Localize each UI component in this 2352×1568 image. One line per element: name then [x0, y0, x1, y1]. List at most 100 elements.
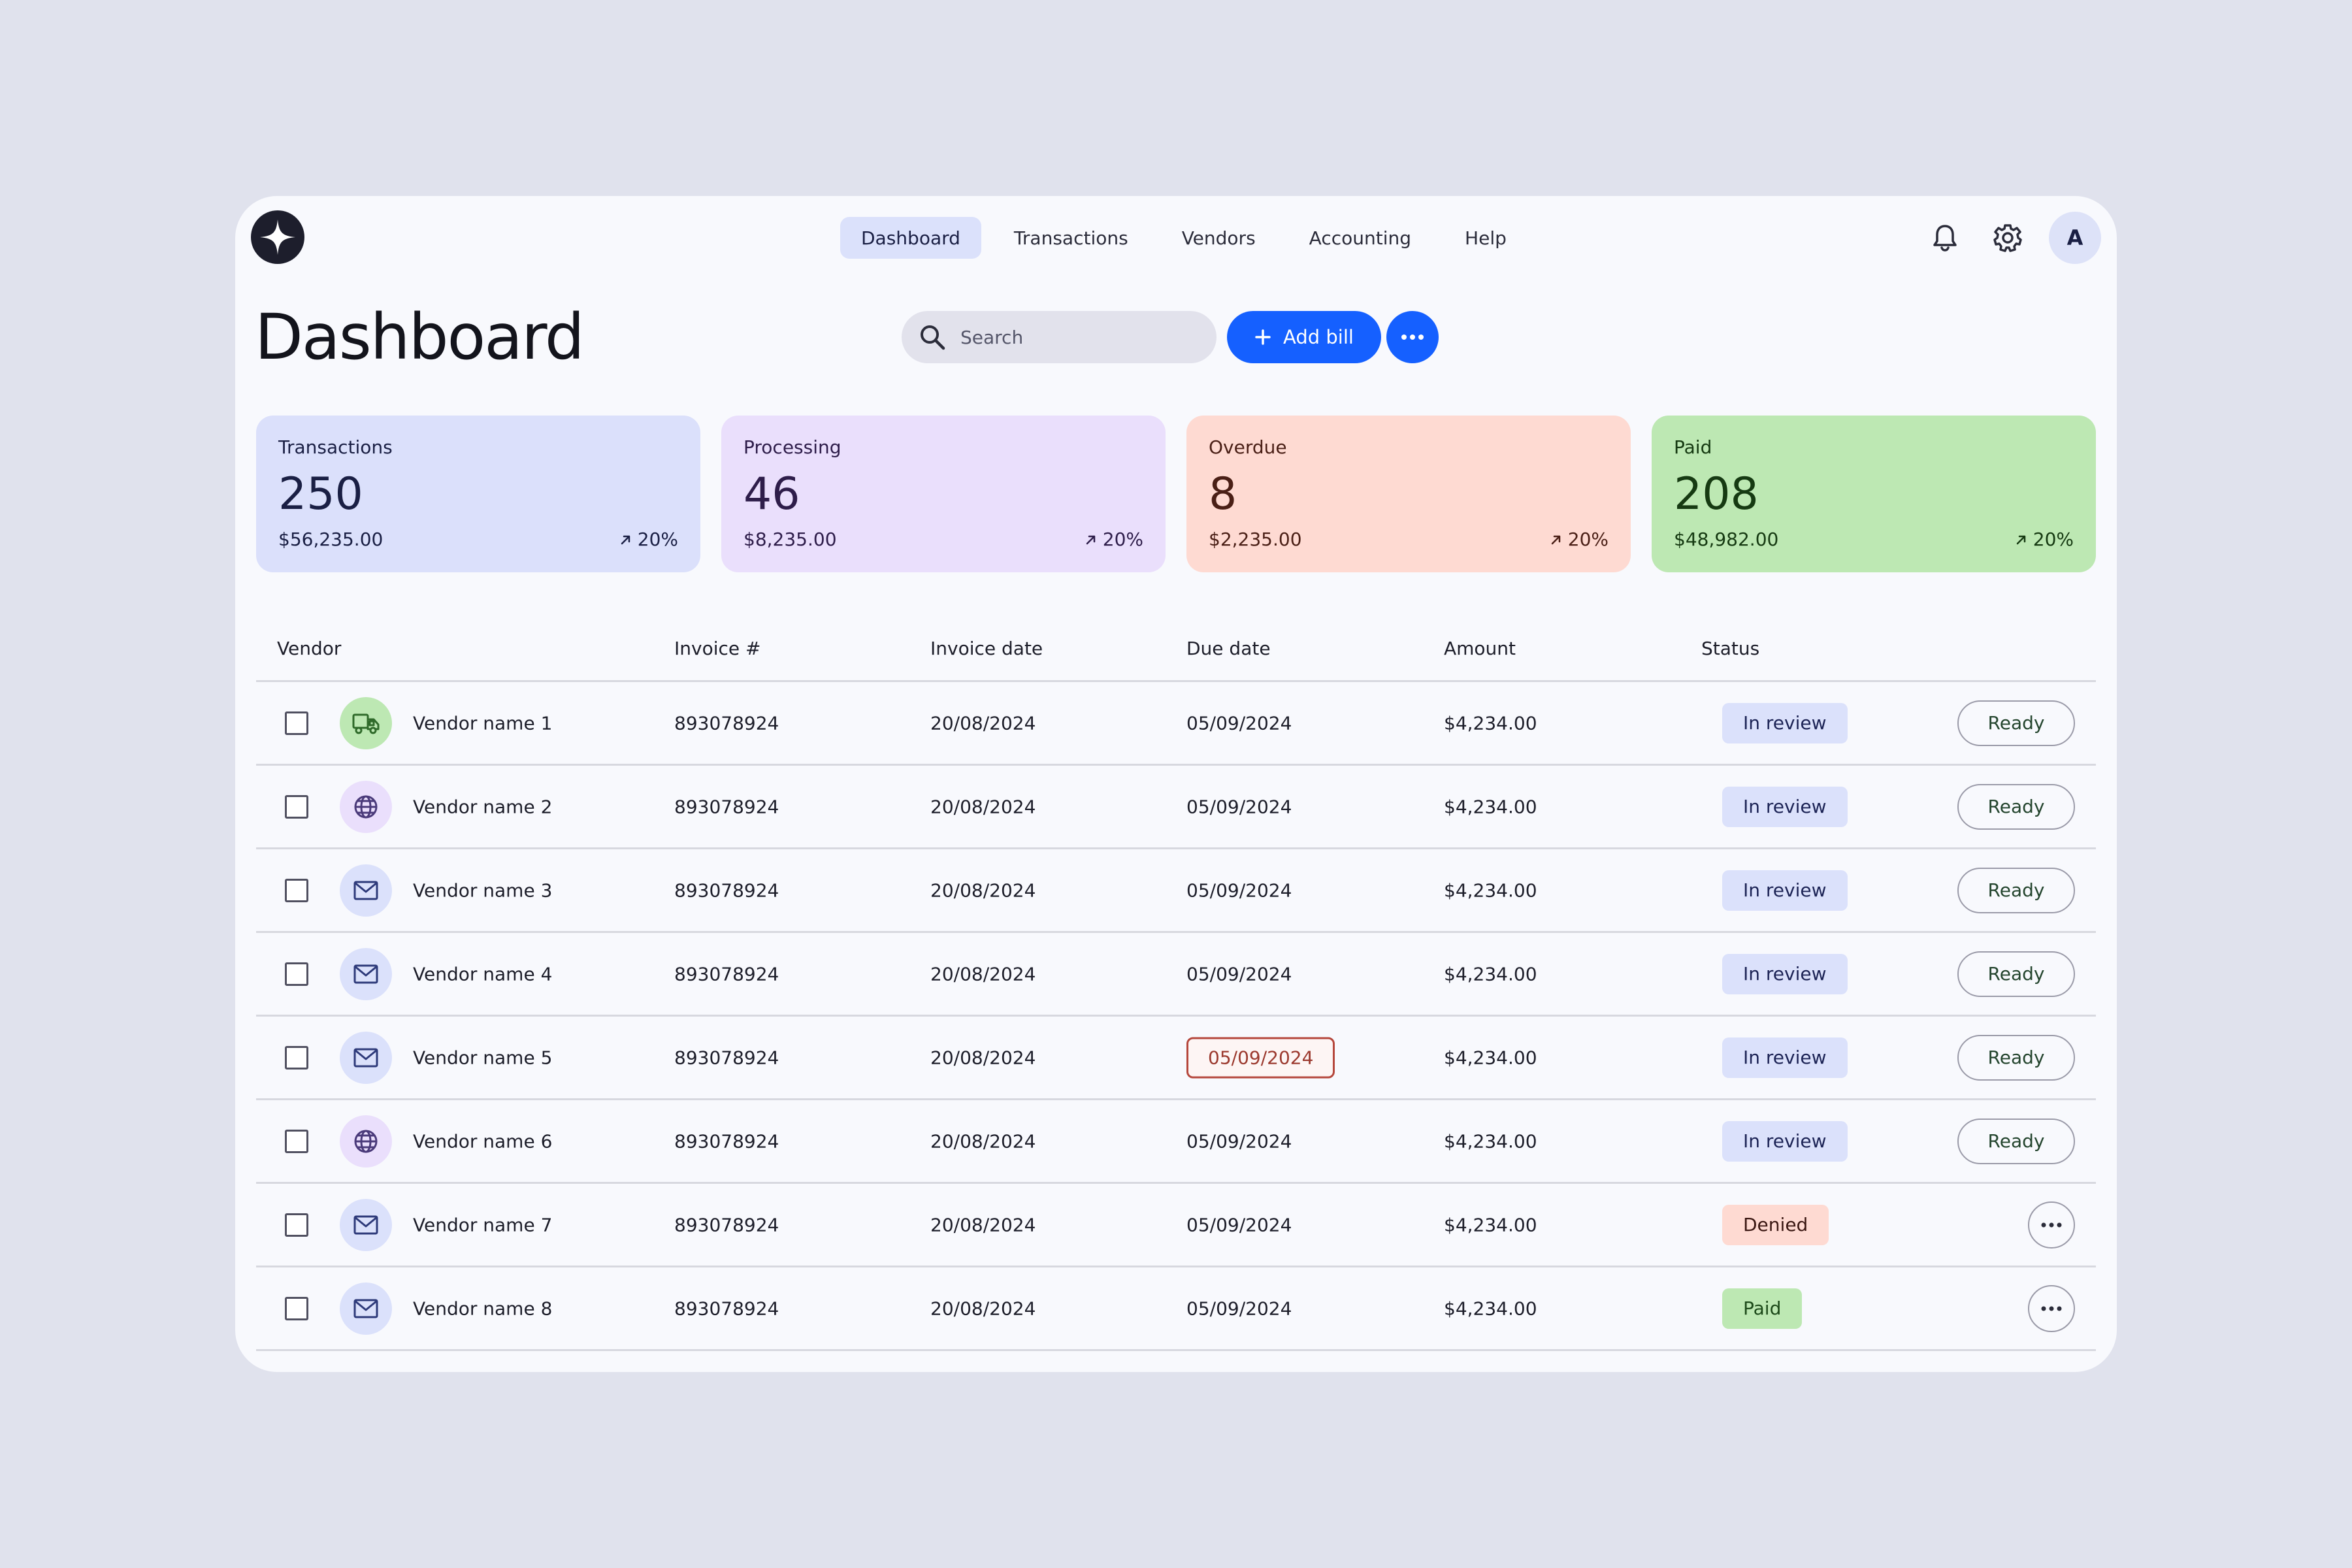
- stat-card-overdue[interactable]: Overdue 8 $2,235.00 20%: [1186, 416, 1631, 572]
- vendor-avatar: [340, 864, 392, 917]
- vendor-avatar: [340, 1031, 392, 1084]
- gear-icon: [1993, 224, 2022, 252]
- table-row[interactable]: Vendor name 8 893078924 20/08/2024 05/09/20…: [256, 1267, 2096, 1351]
- invoice-date: 20/08/2024: [930, 879, 1036, 901]
- vendor-name[interactable]: Vendor name 4: [413, 963, 553, 985]
- card-amount: $48,982.00: [1674, 529, 1779, 550]
- more-horizontal-icon: [1401, 335, 1424, 340]
- ready-button[interactable]: Ready: [1957, 951, 2075, 997]
- table-row[interactable]: Vendor name 4 893078924 20/08/2024 05/09/20…: [256, 933, 2096, 1017]
- amount: $4,234.00: [1444, 796, 1537, 817]
- vendor-name[interactable]: Vendor name 6: [413, 1130, 553, 1152]
- status-badge-in-review: In review: [1722, 953, 1848, 994]
- card-count: 250: [278, 468, 363, 520]
- column-header-status[interactable]: Status: [1701, 638, 1760, 659]
- nav-item-dashboard[interactable]: Dashboard: [840, 217, 981, 259]
- vendor-name[interactable]: Vendor name 5: [413, 1047, 553, 1068]
- logo[interactable]: [251, 210, 304, 264]
- ready-button[interactable]: Ready: [1957, 1034, 2075, 1081]
- more-horizontal-icon: [2041, 1222, 2062, 1227]
- table-row[interactable]: Vendor name 6 893078924 20/08/2024 05/09/20…: [256, 1100, 2096, 1184]
- notifications-button[interactable]: [1923, 216, 1967, 259]
- row-checkbox[interactable]: [285, 878, 308, 902]
- row-checkbox[interactable]: [285, 794, 308, 819]
- invoice-number: 893078924: [674, 1214, 779, 1235]
- card-amount: $56,235.00: [278, 529, 384, 550]
- invoice-date: 20/08/2024: [930, 1130, 1036, 1152]
- table-header: Vendor Invoice # Invoice date Due date A…: [256, 614, 2096, 682]
- table-row[interactable]: Vendor name 7 893078924 20/08/2024 05/09/20…: [256, 1184, 2096, 1267]
- search-icon: [921, 325, 945, 350]
- page-title: Dashboard: [255, 301, 585, 374]
- invoice-date: 20/08/2024: [930, 1047, 1036, 1068]
- vendor-avatar: [340, 696, 392, 749]
- status-badge-denied: Denied: [1722, 1204, 1829, 1245]
- card-amount: $2,235.00: [1209, 529, 1302, 550]
- nav-item-transactions[interactable]: Transactions: [1013, 227, 1128, 249]
- row-more-button[interactable]: [2028, 1201, 2075, 1249]
- more-horizontal-icon: [2041, 1306, 2062, 1311]
- status-badge-paid: Paid: [1722, 1288, 1803, 1329]
- vendor-name[interactable]: Vendor name 2: [413, 796, 553, 817]
- table-body: Vendor name 1 893078924 20/08/2024 05/09/20…: [256, 682, 2096, 1351]
- ready-button[interactable]: Ready: [1957, 700, 2075, 746]
- row-checkbox[interactable]: [285, 1045, 308, 1070]
- vendor-avatar: [340, 1115, 392, 1168]
- due-date: 05/09/2024: [1186, 1214, 1292, 1235]
- ready-button[interactable]: Ready: [1957, 783, 2075, 830]
- vendor-avatar: [340, 1282, 392, 1335]
- due-date: 05/09/2024: [1186, 712, 1292, 734]
- row-checkbox[interactable]: [285, 962, 308, 986]
- table-row[interactable]: Vendor name 3 893078924 20/08/2024 05/09/20…: [256, 849, 2096, 933]
- search-input[interactable]: Search: [902, 311, 1217, 363]
- card-trend-value: 20%: [1567, 529, 1609, 550]
- vendor-name[interactable]: Vendor name 7: [413, 1214, 553, 1235]
- mail-icon: [353, 964, 379, 985]
- vendor-name[interactable]: Vendor name 3: [413, 879, 553, 901]
- due-date: 05/09/2024: [1186, 879, 1292, 901]
- status-badge-in-review: In review: [1722, 870, 1848, 911]
- settings-button[interactable]: [1986, 216, 2029, 259]
- nav-item-accounting[interactable]: Accounting: [1309, 227, 1412, 249]
- bell-icon: [1933, 225, 1957, 252]
- nav-item-vendors[interactable]: Vendors: [1181, 227, 1256, 249]
- row-checkbox[interactable]: [285, 1213, 308, 1237]
- invoice-number: 893078924: [674, 1130, 779, 1152]
- vendor-name[interactable]: Vendor name 8: [413, 1298, 553, 1319]
- due-date: 05/09/2024: [1186, 963, 1292, 985]
- amount: $4,234.00: [1444, 712, 1537, 734]
- row-checkbox[interactable]: [285, 1296, 308, 1320]
- nav-item-help[interactable]: Help: [1465, 227, 1507, 249]
- ready-button[interactable]: Ready: [1957, 1118, 2075, 1164]
- invoice-number: 893078924: [674, 879, 779, 901]
- vendor-name[interactable]: Vendor name 1: [413, 712, 553, 734]
- status-badge-in-review: In review: [1722, 702, 1848, 743]
- stat-card-processing[interactable]: Processing 46 $8,235.00 20%: [721, 416, 1166, 572]
- column-header-due-date[interactable]: Due date: [1186, 638, 1271, 659]
- plus-icon: [1255, 329, 1271, 345]
- column-header-amount[interactable]: Amount: [1444, 638, 1516, 659]
- row-more-button[interactable]: [2028, 1284, 2075, 1332]
- column-header-vendor[interactable]: Vendor: [277, 638, 342, 659]
- stat-cards: Transactions 250 $56,235.00 20% Processi…: [256, 416, 2096, 572]
- stat-card-transactions[interactable]: Transactions 250 $56,235.00 20%: [256, 416, 700, 572]
- column-header-invoice-date[interactable]: Invoice date: [930, 638, 1043, 659]
- column-header-invoice-number[interactable]: Invoice #: [674, 638, 761, 659]
- amount: $4,234.00: [1444, 879, 1537, 901]
- card-trend-value: 20%: [2033, 529, 2074, 550]
- invoice-date: 20/08/2024: [930, 796, 1036, 817]
- table-row[interactable]: Vendor name 1 893078924 20/08/2024 05/09/20…: [256, 682, 2096, 766]
- card-label: Processing: [743, 436, 841, 458]
- ready-button[interactable]: Ready: [1957, 867, 2075, 913]
- add-bill-button[interactable]: Add bill: [1227, 311, 1381, 363]
- stat-card-paid[interactable]: Paid 208 $48,982.00 20%: [1652, 416, 2096, 572]
- table-row[interactable]: Vendor name 5 893078924 20/08/2024 05/09/20…: [256, 1017, 2096, 1100]
- more-options-button[interactable]: [1386, 311, 1439, 363]
- amount: $4,234.00: [1444, 1047, 1537, 1068]
- top-actions: A: [1923, 212, 2101, 264]
- avatar[interactable]: A: [2049, 212, 2101, 264]
- row-checkbox[interactable]: [285, 1129, 308, 1153]
- table-row[interactable]: Vendor name 2 893078924 20/08/2024 05/09/20…: [256, 766, 2096, 849]
- row-checkbox[interactable]: [285, 711, 308, 735]
- invoice-number: 893078924: [674, 1298, 779, 1319]
